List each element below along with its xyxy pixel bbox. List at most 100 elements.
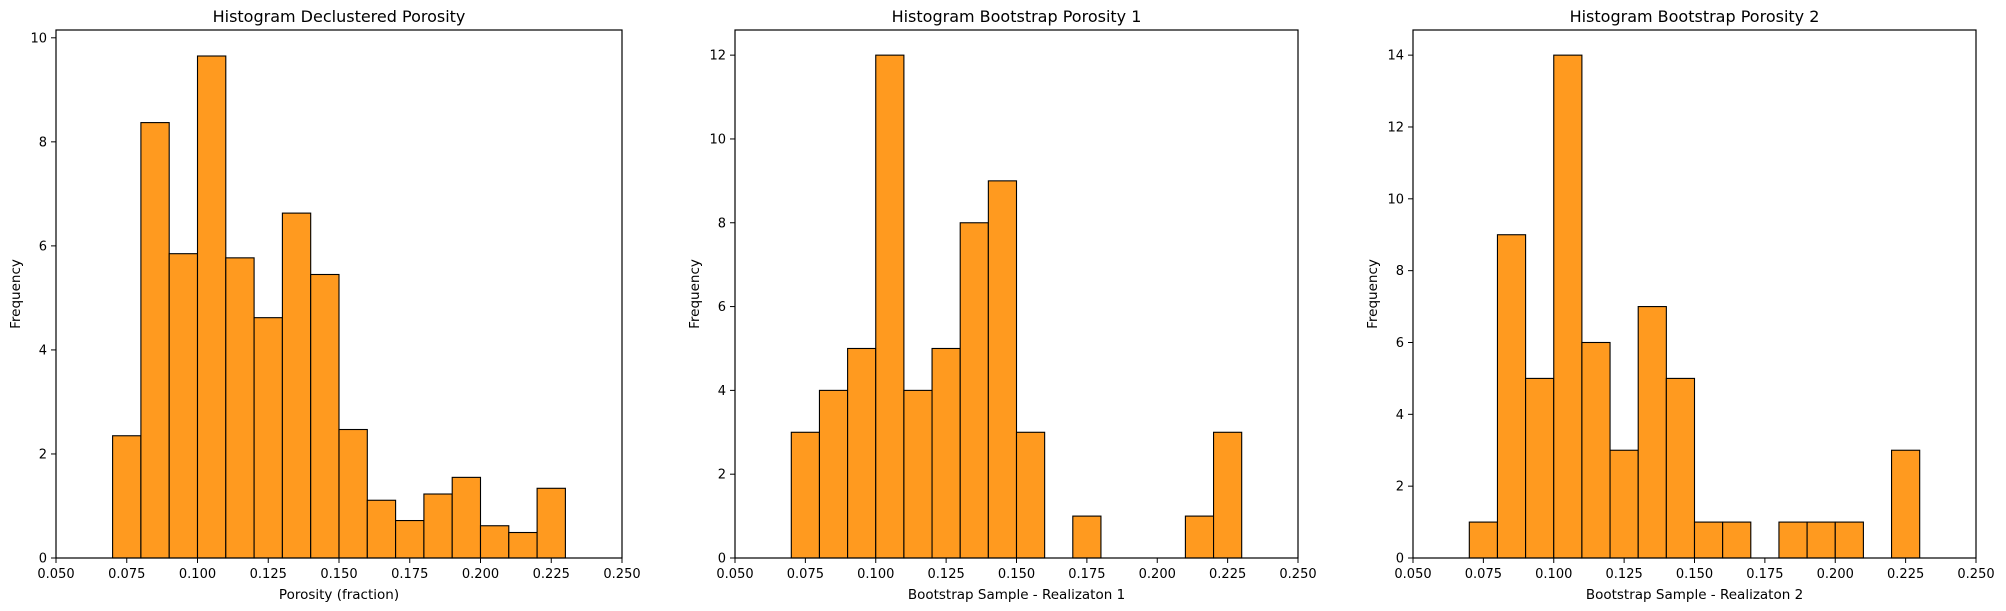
histogram-bar [790, 431, 820, 559]
x-tick-label: 0.225 [533, 567, 570, 582]
y-tick-label: 10 [1387, 192, 1404, 207]
x-tick-label: 0.125 [928, 567, 965, 582]
y-tick-label: 6 [1396, 336, 1404, 351]
y-tick-label: 8 [39, 135, 47, 150]
histogram-bar [1891, 449, 1921, 559]
histogram-bar [1778, 521, 1808, 559]
x-tick-label: 0.175 [1746, 567, 1783, 582]
histogram-bar [818, 389, 849, 559]
histogram-bar [140, 122, 170, 559]
bar-group [790, 54, 1243, 559]
x-tick-label: 0.250 [1957, 567, 1994, 582]
histogram-bar [1468, 521, 1499, 559]
x-tick-label: 0.125 [1606, 567, 1643, 582]
histogram-bar [281, 212, 312, 559]
x-axis-label: Bootstrap Sample - Realizaton 2 [1586, 587, 1803, 603]
x-tick-label: 0.125 [250, 567, 287, 582]
histogram-bar [310, 273, 340, 559]
histogram-bar [253, 317, 283, 559]
x-tick-label: 0.075 [787, 567, 824, 582]
y-tick-label: 2 [1396, 480, 1404, 495]
x-tick-label: 0.150 [320, 567, 357, 582]
x-tick-label: 0.225 [1887, 567, 1924, 582]
y-tick-label: 8 [718, 216, 726, 231]
x-tick-label: 0.100 [179, 567, 216, 582]
histogram-bar [536, 487, 566, 559]
bar-group [1468, 54, 1921, 559]
x-tick-label: 0.200 [462, 567, 499, 582]
histogram-bar [338, 428, 368, 559]
x-tick-label: 0.100 [1535, 567, 1572, 582]
histogram-bar [1665, 377, 1696, 559]
y-tick-label: 4 [39, 343, 47, 358]
histogram-bar [1496, 234, 1527, 559]
y-tick-label: 12 [709, 49, 726, 64]
y-tick-label: 6 [39, 239, 47, 254]
histogram-bar [1609, 449, 1639, 559]
histogram-bar [1525, 377, 1555, 559]
histogram-bar [112, 435, 142, 559]
histogram-bar [847, 347, 877, 559]
y-tick-label: 10 [30, 31, 47, 46]
histogram-bar [1213, 431, 1243, 559]
x-tick-label: 0.050 [716, 567, 753, 582]
y-tick-label: 0 [1396, 552, 1404, 567]
y-tick-label: 6 [718, 300, 726, 315]
x-tick-label: 0.250 [603, 567, 640, 582]
histogram-bar [875, 54, 905, 559]
plot-frame [734, 29, 1299, 559]
chart-title: Histogram Declustered Porosity [213, 7, 466, 26]
histogram-bar [931, 347, 961, 559]
x-tick-label: 0.175 [391, 567, 428, 582]
tick-group: 0.050 0.075 0.100 0.125 0.150 0.175 0.200 0.225… [1387, 49, 1994, 582]
histogram-panel-bootstrap-1: Histogram Bootstrap Porosity 1 0.050 0.07… [687, 7, 1317, 603]
x-tick-label: 0.225 [1209, 567, 1246, 582]
y-tick-label: 8 [1396, 264, 1404, 279]
y-tick-label: 0 [39, 552, 47, 567]
x-tick-label: 0.150 [998, 567, 1035, 582]
histogram-bar [1693, 521, 1724, 559]
y-tick-label: 14 [1387, 49, 1404, 64]
histogram-panel-declustered: Histogram Declustered Porosity 0.050 0.07… [8, 7, 641, 603]
y-tick-label: 12 [1387, 120, 1404, 135]
histogram-bar [1722, 521, 1752, 559]
tick-group: 0.050 0.075 0.100 0.125 0.150 0.175 0.200 0.225… [30, 31, 640, 582]
histogram-bar [1072, 515, 1102, 559]
histogram-bar [1184, 515, 1215, 559]
histogram-bar [1553, 54, 1583, 559]
histogram-bar [1806, 521, 1836, 559]
histogram-panel-bootstrap-2: Histogram Bootstrap Porosity 2 0.050 0.07… [1365, 7, 1995, 603]
histogram-bar [196, 55, 227, 559]
x-tick-label: 0.100 [857, 567, 894, 582]
x-tick-label: 0.075 [108, 567, 145, 582]
histogram-bar [451, 476, 482, 559]
x-axis-label: Porosity (fraction) [279, 587, 399, 603]
bar-group [112, 55, 566, 559]
chart-title: Histogram Bootstrap Porosity 1 [892, 7, 1142, 26]
plot-frame [1412, 29, 1977, 559]
histogram-bar [225, 257, 255, 559]
x-tick-label: 0.075 [1465, 567, 1502, 582]
histogram-bar [1834, 521, 1864, 559]
histogram-bar [168, 253, 199, 559]
histogram-bar [1581, 341, 1611, 559]
x-axis-label: Bootstrap Sample - Realizaton 1 [908, 587, 1125, 603]
y-tick-label: 2 [39, 447, 47, 462]
histogram-bar [1637, 306, 1667, 559]
y-tick-label: 4 [1396, 408, 1404, 423]
histogram-bar [987, 180, 1018, 559]
x-tick-label: 0.250 [1279, 567, 1316, 582]
histogram-bar [1015, 431, 1046, 559]
histogram-bar [423, 493, 453, 559]
histogram-bar [479, 525, 510, 559]
x-tick-label: 0.200 [1817, 567, 1854, 582]
histogram-bar [395, 519, 425, 559]
chart-title: Histogram Bootstrap Porosity 2 [1570, 7, 1820, 26]
y-tick-label: 0 [718, 552, 726, 567]
histogram-bar [959, 222, 989, 559]
x-tick-label: 0.050 [37, 567, 74, 582]
y-tick-label: 4 [718, 384, 726, 399]
tick-group: 0.050 0.075 0.100 0.125 0.150 0.175 0.200 0.225… [709, 49, 1316, 582]
x-tick-label: 0.150 [1676, 567, 1713, 582]
